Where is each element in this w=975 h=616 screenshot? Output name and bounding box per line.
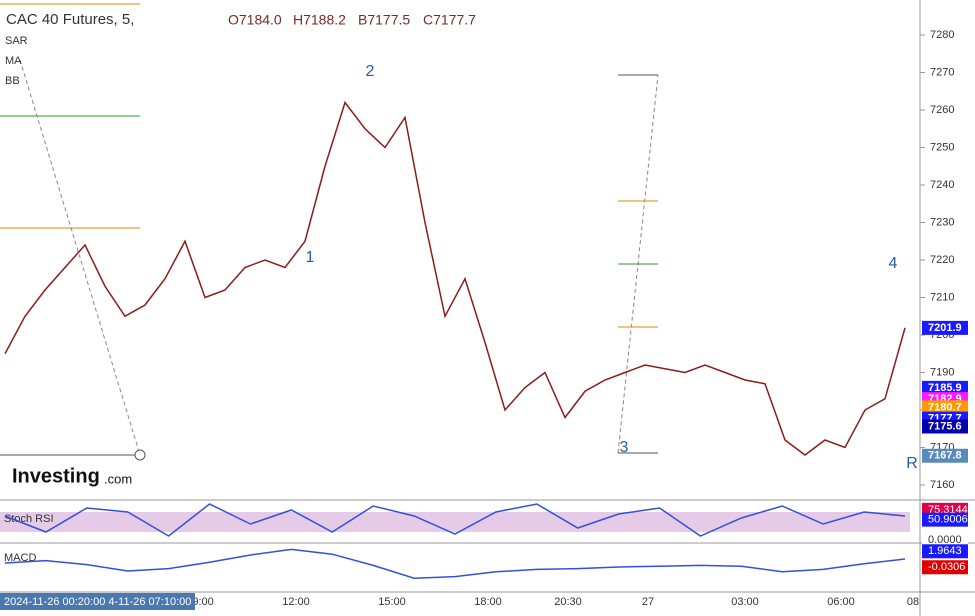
macd-tag-label: -0.0306: [928, 561, 965, 573]
y-tick-label: 7160: [930, 479, 954, 491]
price-tag: [922, 400, 968, 415]
brand-suffix: .com: [104, 471, 132, 486]
price-tag-label: 7185.9: [928, 382, 962, 394]
x-tick-label: 15:00: [378, 596, 406, 608]
y-tick-label: 7240: [930, 179, 954, 191]
macd-tag: [922, 560, 968, 575]
ohlc-bid: B7177.5: [358, 12, 410, 28]
x-tick-label: 18:00: [474, 596, 502, 608]
price-tag-label: 7180.7: [928, 401, 962, 413]
wave-label: R: [906, 455, 918, 472]
y-tick-label: 7220: [930, 254, 954, 266]
stoch-tag-label: 0.0000: [928, 534, 962, 546]
y-tick-label: 7280: [930, 29, 954, 41]
price-tag-label: 7175.6: [928, 420, 962, 432]
time-box: 2024-11-26 00:20:00 4-11-26 07:10:00: [4, 596, 191, 608]
ohlc-close: C7177.7: [423, 12, 476, 28]
y-tick-label: 7250: [930, 141, 954, 153]
y-tick-label: 7230: [930, 216, 954, 228]
handle[interactable]: [134, 449, 146, 461]
wave-label: 1: [306, 249, 315, 266]
y-tick-label: 7270: [930, 66, 954, 78]
price-line: [4, 100, 906, 456]
price-tag: [922, 419, 968, 434]
wave-label: 3: [620, 439, 629, 456]
brand: Investing: [12, 465, 100, 487]
stoch-band: [0, 512, 910, 532]
time-box-bg: [0, 593, 195, 610]
stoch-tag: [922, 533, 968, 547]
x-tick-label: 06:00: [827, 596, 855, 608]
ohlc-high: H7188.2: [293, 12, 346, 28]
fib-line: [19, 59, 141, 456]
price-tag: [922, 380, 968, 395]
stoch-tag: [922, 512, 968, 527]
x-tick-label: 20:30: [554, 596, 582, 608]
symbol[interactable]: CAC 40 Futures, 5,: [6, 11, 134, 28]
x-tick-label: 12:00: [282, 596, 310, 608]
y-tick-label: 7260: [930, 104, 954, 116]
macd-tag-label: 1.9643: [928, 545, 962, 557]
macd-line: [4, 548, 906, 579]
indicator-label[interactable]: BB: [5, 75, 20, 87]
x-tick-label: 27: [642, 596, 654, 608]
ohlc-open: O7184.0: [228, 12, 282, 28]
stoch-line: [4, 503, 906, 537]
price-tag-label: 7201.9: [928, 322, 962, 334]
stoch-tag-label: 50.9006: [928, 514, 968, 526]
macd-tag: [922, 544, 968, 559]
price-tag: [922, 320, 968, 335]
x-tick-label: 08: [907, 596, 919, 608]
y-tick-label: 7210: [930, 291, 954, 303]
price-tag: [922, 448, 968, 463]
x-tick-label: 03:00: [731, 596, 759, 608]
price-tag-label: 7167.8: [928, 450, 962, 462]
stoch-label[interactable]: Stoch RSI: [4, 513, 54, 525]
wave-label: 4: [889, 255, 898, 272]
indicator-label[interactable]: MA: [5, 55, 22, 67]
indicator-label[interactable]: SAR: [5, 35, 28, 47]
wave-label: 2: [366, 63, 375, 80]
y-tick-label: 7190: [930, 366, 954, 378]
